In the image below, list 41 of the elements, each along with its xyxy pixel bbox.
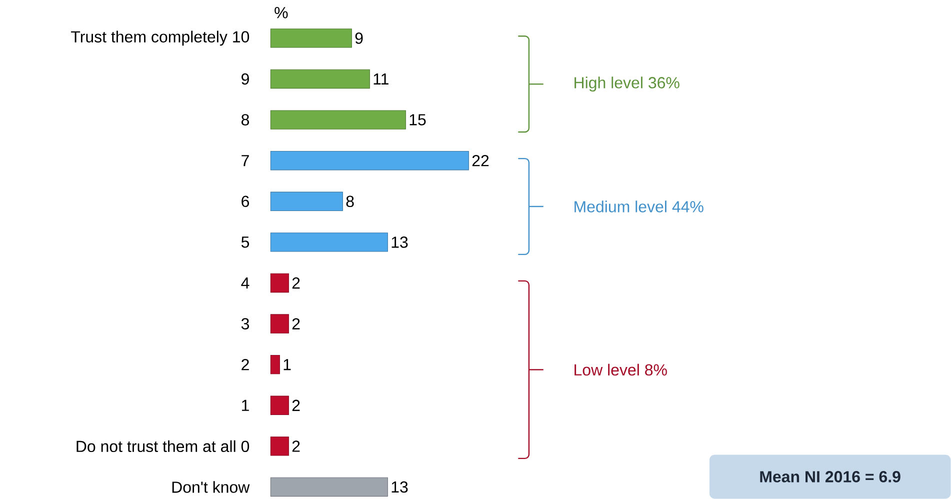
y-tick-label: 3 bbox=[241, 318, 249, 330]
bar bbox=[270, 232, 388, 252]
y-tick-label: 2 bbox=[242, 359, 249, 370]
bar bbox=[270, 436, 289, 456]
annotation: % bbox=[274, 7, 288, 18]
data-label: 15 bbox=[410, 114, 426, 126]
data-label: 9 bbox=[355, 32, 363, 44]
text: Medium level 44% bbox=[574, 200, 704, 212]
text: Mean NI 2016 = 6.9 bbox=[760, 471, 900, 482]
y-tick-label: 7 bbox=[242, 155, 249, 166]
y-tick-label: Don't know bbox=[172, 481, 250, 493]
data-label: 13 bbox=[392, 481, 408, 493]
data-label: 8 bbox=[346, 196, 354, 208]
data-label: 13 bbox=[392, 236, 408, 248]
bar bbox=[270, 477, 388, 497]
data-label: 1 bbox=[284, 359, 291, 370]
bar bbox=[270, 192, 343, 211]
y-tick-label: 8 bbox=[241, 114, 249, 126]
y-tick-label: 9 bbox=[242, 73, 249, 85]
data-label: 2 bbox=[292, 277, 300, 289]
bar bbox=[270, 28, 352, 48]
data-label: 22 bbox=[472, 155, 489, 166]
text: High level 36% bbox=[574, 76, 680, 92]
bar bbox=[270, 354, 280, 374]
bar bbox=[270, 314, 289, 334]
y-tick-label: 4 bbox=[241, 277, 250, 288]
data-label: 2 bbox=[292, 318, 300, 330]
y-tick-label: Do not trust them at all 0 bbox=[76, 440, 250, 452]
y-tick-label: Trust them completely 10 bbox=[71, 30, 250, 46]
y-tick-label: 1 bbox=[242, 400, 249, 411]
bar bbox=[270, 273, 289, 293]
bar bbox=[270, 396, 289, 415]
text: Low level 8% bbox=[574, 364, 667, 376]
y-tick-label: 5 bbox=[241, 236, 250, 248]
data-label: 11 bbox=[374, 73, 388, 84]
data-label: 2 bbox=[292, 400, 300, 411]
bar bbox=[270, 69, 370, 89]
y-tick-label: 6 bbox=[242, 196, 249, 208]
data-label: 2 bbox=[292, 440, 300, 452]
bar bbox=[270, 110, 406, 130]
bar bbox=[270, 150, 469, 170]
